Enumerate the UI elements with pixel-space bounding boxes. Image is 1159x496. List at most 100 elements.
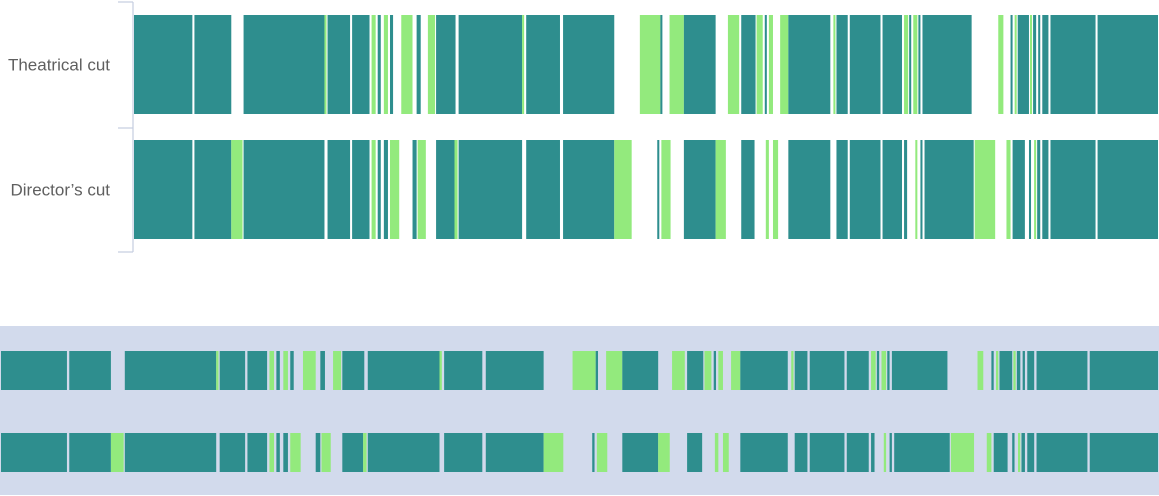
overview-theatrical-cut-segment-6[interactable] bbox=[269, 351, 275, 390]
overview-theatrical-cut-segment-28[interactable] bbox=[740, 351, 788, 390]
overview-theatrical-cut-segment-36[interactable] bbox=[887, 351, 890, 390]
overview-theatrical-cut-segment-38[interactable] bbox=[977, 351, 984, 390]
overview-director-s-cut-segment-11[interactable] bbox=[321, 433, 331, 472]
overview-director-s-cut-segment-15[interactable] bbox=[444, 433, 483, 472]
overview-director-s-cut-segment-22[interactable] bbox=[687, 433, 703, 472]
overview-theatrical-cut-segment-25[interactable] bbox=[713, 351, 717, 390]
overview-director-s-cut-segment-18[interactable] bbox=[592, 433, 595, 472]
overview-theatrical-cut-segment-31[interactable] bbox=[809, 351, 845, 390]
overview-director-s-cut-segment-17[interactable] bbox=[543, 433, 564, 472]
overview-director-s-cut-segment-8[interactable] bbox=[283, 433, 288, 472]
overview-director-s-cut-segment-14[interactable] bbox=[367, 433, 440, 472]
overview-director-s-cut-segment-24[interactable] bbox=[722, 433, 729, 472]
overview-timeline[interactable] bbox=[1, 351, 1158, 472]
overview-director-s-cut-segment-9[interactable] bbox=[290, 433, 301, 472]
overview-theatrical-cut-segment-26[interactable] bbox=[718, 351, 723, 390]
overview-director-s-cut-segment-30[interactable] bbox=[883, 433, 887, 472]
overview-theatrical-cut-segment-1[interactable] bbox=[69, 351, 111, 390]
overview-theatrical-cut-segment-11[interactable] bbox=[320, 351, 325, 390]
overview-theatrical-cut-segment-8[interactable] bbox=[283, 351, 288, 390]
overview-theatrical-cut-segment-30[interactable] bbox=[794, 351, 808, 390]
overview-theatrical-cut-segment-34[interactable] bbox=[876, 351, 880, 390]
overview-theatrical-cut-segment-45[interactable] bbox=[1027, 351, 1035, 390]
overview-theatrical-cut-segment-17[interactable] bbox=[485, 351, 544, 390]
overview-theatrical-cut-segment-15[interactable] bbox=[439, 351, 442, 390]
overview-theatrical-cut-segment-5[interactable] bbox=[247, 351, 268, 390]
overview-director-s-cut-segment-29[interactable] bbox=[871, 433, 875, 472]
main-theatrical-cut-segment-19 bbox=[660, 15, 663, 114]
overview-theatrical-cut-segment-47[interactable] bbox=[1089, 351, 1158, 390]
overview-director-s-cut-segment-19[interactable] bbox=[596, 433, 608, 472]
main-theatrical-cut-segment-15 bbox=[522, 15, 525, 114]
overview-theatrical-cut-segment-41[interactable] bbox=[999, 351, 1013, 390]
overview-director-s-cut-segment-35[interactable] bbox=[993, 433, 1008, 472]
overview-theatrical-cut-segment-9[interactable] bbox=[290, 351, 294, 390]
overview-theatrical-cut-segment-7[interactable] bbox=[276, 351, 280, 390]
overview-director-s-cut-segment-41[interactable] bbox=[1089, 433, 1158, 472]
overview-theatrical-cut-segment-29[interactable] bbox=[791, 351, 794, 390]
overview-theatrical-cut-segment-42[interactable] bbox=[1013, 351, 1016, 390]
overview-theatrical-cut-segment-13[interactable] bbox=[342, 351, 365, 390]
overview-theatrical-cut-segment-21[interactable] bbox=[622, 351, 659, 390]
overview-director-s-cut-segment-32[interactable] bbox=[894, 433, 950, 472]
main-theatrical-cut-segment-11 bbox=[416, 15, 421, 114]
overview-director-s-cut-segment-4[interactable] bbox=[219, 433, 246, 472]
overview-director-s-cut-segment-36[interactable] bbox=[1012, 433, 1015, 472]
overview-director-s-cut-segment-38[interactable] bbox=[1021, 433, 1025, 472]
overview-director-s-cut-segment-10[interactable] bbox=[315, 433, 321, 472]
overview-theatrical-cut-segment-22[interactable] bbox=[672, 351, 685, 390]
overview-director-s-cut-segment-33[interactable] bbox=[950, 433, 975, 472]
overview-theatrical-cut-segment-0[interactable] bbox=[1, 351, 67, 390]
overview-director-s-cut-segment-28[interactable] bbox=[846, 433, 869, 472]
overview-theatrical-cut-segment-37[interactable] bbox=[891, 351, 948, 390]
main-director-s-cut-segment-34 bbox=[1006, 140, 1011, 239]
overview-director-s-cut-segment-12[interactable] bbox=[342, 433, 364, 472]
overview-theatrical-cut-segment-39[interactable] bbox=[991, 351, 994, 390]
overview-theatrical-cut-segment-10[interactable] bbox=[302, 351, 316, 390]
overview-theatrical-cut-segment-33[interactable] bbox=[871, 351, 876, 390]
overview-director-s-cut-segment-2[interactable] bbox=[110, 433, 124, 472]
overview-theatrical-cut-segment-44[interactable] bbox=[1022, 351, 1025, 390]
overview-theatrical-cut-segment-20[interactable] bbox=[606, 351, 623, 390]
overview-director-s-cut-segment-20[interactable] bbox=[622, 433, 659, 472]
overview-theatrical-cut-segment-27[interactable] bbox=[731, 351, 741, 390]
overview-theatrical-cut-segment-2[interactable] bbox=[124, 351, 217, 390]
overview-director-s-cut-segment-25[interactable] bbox=[740, 433, 788, 472]
overview-theatrical-cut-segment-18[interactable] bbox=[572, 351, 596, 390]
main-theatrical-cut-segment-45 bbox=[1042, 15, 1049, 114]
main-theatrical-cut-segment-8 bbox=[383, 15, 388, 114]
overview-theatrical-cut-segment-24[interactable] bbox=[704, 351, 712, 390]
overview-director-s-cut-segment-13[interactable] bbox=[363, 433, 367, 472]
overview-director-s-cut-segment-1[interactable] bbox=[69, 433, 111, 472]
overview-director-s-cut-segment-37[interactable] bbox=[1018, 433, 1021, 472]
overview-theatrical-cut-segment-23[interactable] bbox=[687, 351, 704, 390]
overview-director-s-cut-segment-40[interactable] bbox=[1036, 433, 1088, 472]
overview-theatrical-cut-segment-19[interactable] bbox=[595, 351, 599, 390]
overview-director-s-cut-segment-6[interactable] bbox=[269, 433, 275, 472]
overview-director-s-cut-segment-23[interactable] bbox=[714, 433, 719, 472]
overview-director-s-cut-segment-21[interactable] bbox=[658, 433, 670, 472]
overview-director-s-cut-segment-26[interactable] bbox=[794, 433, 808, 472]
overview-theatrical-cut-segment-43[interactable] bbox=[1016, 351, 1021, 390]
overview-theatrical-cut-segment-35[interactable] bbox=[881, 351, 887, 390]
overview-theatrical-cut-segment-46[interactable] bbox=[1036, 351, 1088, 390]
overview-theatrical-cut-segment-16[interactable] bbox=[444, 351, 483, 390]
overview-theatrical-cut-segment-12[interactable] bbox=[333, 351, 342, 390]
overview-director-s-cut-segment-31[interactable] bbox=[889, 433, 892, 472]
main-theatrical-cut-segment-30 bbox=[836, 15, 848, 114]
overview-director-s-cut-segment-0[interactable] bbox=[1, 433, 67, 472]
overview-theatrical-cut-segment-3[interactable] bbox=[216, 351, 219, 390]
overview-director-s-cut-segment-5[interactable] bbox=[247, 433, 268, 472]
overview-director-s-cut-segment-3[interactable] bbox=[124, 433, 217, 472]
overview-director-s-cut-segment-39[interactable] bbox=[1027, 433, 1035, 472]
overview-theatrical-cut-segment-40[interactable] bbox=[996, 351, 999, 390]
row-label-theatrical-cut: Theatrical cut bbox=[8, 56, 110, 75]
overview-theatrical-cut-segment-32[interactable] bbox=[846, 351, 869, 390]
overview-director-s-cut-segment-7[interactable] bbox=[276, 433, 280, 472]
overview-theatrical-cut-segment-4[interactable] bbox=[219, 351, 246, 390]
overview-director-s-cut-segment-16[interactable] bbox=[485, 433, 544, 472]
overview-director-s-cut-segment-34[interactable] bbox=[986, 433, 992, 472]
overview-director-s-cut-segment-27[interactable] bbox=[809, 433, 845, 472]
overview-theatrical-cut-segment-14[interactable] bbox=[367, 351, 440, 390]
